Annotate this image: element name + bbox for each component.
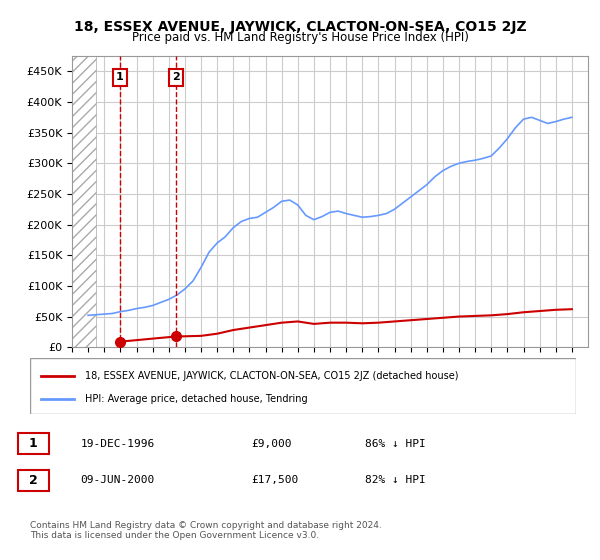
Text: £9,000: £9,000: [251, 438, 292, 449]
Text: Contains HM Land Registry data © Crown copyright and database right 2024.
This d: Contains HM Land Registry data © Crown c…: [30, 521, 382, 540]
Text: 19-DEC-1996: 19-DEC-1996: [80, 438, 155, 449]
Text: 18, ESSEX AVENUE, JAYWICK, CLACTON-ON-SEA, CO15 2JZ: 18, ESSEX AVENUE, JAYWICK, CLACTON-ON-SE…: [74, 20, 526, 34]
Text: HPI: Average price, detached house, Tendring: HPI: Average price, detached house, Tend…: [85, 394, 307, 404]
Text: £17,500: £17,500: [251, 475, 299, 486]
Text: 2: 2: [29, 474, 37, 487]
Text: 09-JUN-2000: 09-JUN-2000: [80, 475, 155, 486]
Text: 2: 2: [172, 72, 180, 82]
FancyBboxPatch shape: [30, 358, 576, 414]
Text: Price paid vs. HM Land Registry's House Price Index (HPI): Price paid vs. HM Land Registry's House …: [131, 31, 469, 44]
Polygon shape: [72, 56, 96, 347]
Text: 1: 1: [116, 72, 124, 82]
FancyBboxPatch shape: [18, 470, 49, 491]
Text: 82% ↓ HPI: 82% ↓ HPI: [365, 475, 426, 486]
Text: 18, ESSEX AVENUE, JAYWICK, CLACTON-ON-SEA, CO15 2JZ (detached house): 18, ESSEX AVENUE, JAYWICK, CLACTON-ON-SE…: [85, 371, 458, 381]
Text: 1: 1: [29, 437, 37, 450]
FancyBboxPatch shape: [18, 433, 49, 454]
Text: 86% ↓ HPI: 86% ↓ HPI: [365, 438, 426, 449]
